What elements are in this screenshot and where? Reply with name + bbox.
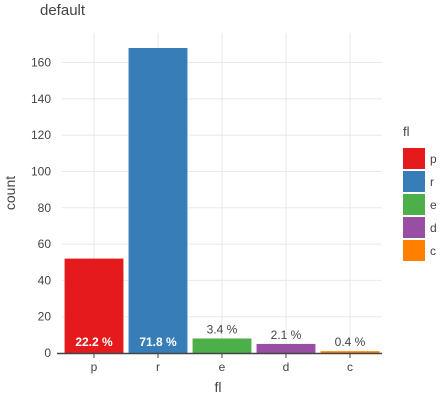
x-tick-label: r [156,360,160,374]
bar-label: 2.1 % [271,328,302,342]
bar-label: 22.2 % [75,335,113,349]
bars: 22.2 % 71.8 % 3.4 % 2.1 % 0.4 % [64,48,380,353]
bar-c[interactable] [320,351,380,353]
legend-swatch-r[interactable] [403,171,425,192]
bar-label: 0.4 % [335,335,366,349]
legend-label: r [430,175,434,189]
bar-r[interactable] [128,48,188,353]
y-tick-label: 0 [44,346,51,360]
legend-swatch-p[interactable] [403,148,425,169]
x-axis-title: fl [215,379,222,395]
legend-label: e [430,198,437,212]
y-tick-label: 120 [31,128,51,142]
y-axis: 0 20 40 60 80 100 120 140 160 [31,56,51,360]
legend-swatch-e[interactable] [403,194,425,215]
x-tick-label: c [347,360,353,374]
x-tick-label: p [91,360,98,374]
bar-label: 3.4 % [207,322,238,336]
legend-label: p [430,152,437,166]
bar-d[interactable] [256,343,316,353]
bar-e[interactable] [192,338,252,353]
legend-title: fl [403,124,410,139]
y-tick-label: 100 [31,164,51,178]
legend-label: c [430,244,436,258]
chart-title: default [40,2,86,19]
x-tick-label: e [219,360,226,374]
y-tick-label: 40 [38,273,52,287]
y-tick-label: 140 [31,92,51,106]
x-tick-label: d [283,360,290,374]
bar-p[interactable] [64,258,124,353]
legend-label: d [430,221,437,235]
legend-swatch-c[interactable] [403,240,425,261]
y-tick-label: 80 [38,201,52,215]
legend-swatch-d[interactable] [403,217,425,238]
y-axis-title: count [2,176,18,210]
y-tick-label: 60 [38,237,52,251]
y-tick-label: 160 [31,56,51,70]
bar-label: 71.8 % [139,335,177,349]
y-tick-label: 20 [38,310,52,324]
